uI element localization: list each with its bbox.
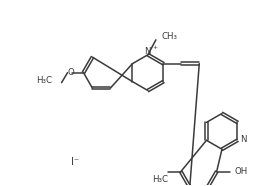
Text: +: +: [152, 45, 157, 50]
Text: CH₃: CH₃: [162, 32, 178, 41]
Text: I⁻: I⁻: [71, 157, 79, 167]
Text: N: N: [144, 47, 150, 56]
Text: H₃C: H₃C: [36, 76, 52, 85]
Text: OH: OH: [235, 167, 248, 176]
Text: N: N: [240, 135, 247, 144]
Text: O: O: [67, 68, 74, 77]
Text: H₃C: H₃C: [152, 175, 168, 184]
